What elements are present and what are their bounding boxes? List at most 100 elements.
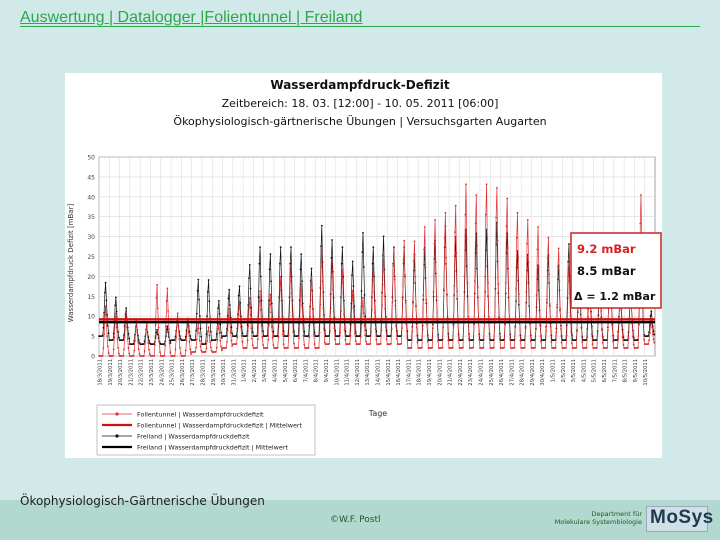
folientunnel-series-point bbox=[146, 333, 149, 336]
folientunnel-series-point bbox=[548, 273, 550, 276]
folientunnel-series-point bbox=[332, 310, 335, 313]
department-line-1: Department für bbox=[591, 510, 642, 518]
folientunnel-series-point bbox=[323, 341, 326, 344]
folientunnel-series-point bbox=[250, 327, 253, 330]
folientunnel-series-point bbox=[297, 346, 300, 349]
folientunnel-series-point bbox=[363, 324, 366, 327]
folientunnel-series-point bbox=[174, 348, 177, 351]
freiland-series-point bbox=[241, 332, 244, 335]
freiland-series-point bbox=[194, 339, 197, 341]
folientunnel-series-point bbox=[138, 353, 141, 355]
freiland-series-point bbox=[115, 296, 117, 299]
folientunnel-series-point bbox=[443, 237, 446, 239]
folientunnel-series-point bbox=[292, 331, 295, 334]
folientunnel-series-point bbox=[166, 287, 169, 290]
folientunnel-series-point bbox=[404, 274, 406, 276]
folientunnel-series-point bbox=[639, 222, 642, 225]
folientunnel-series-point bbox=[167, 309, 169, 312]
folientunnel-series-point bbox=[370, 331, 372, 333]
folientunnel-series-point bbox=[354, 340, 357, 342]
folientunnel-series-point bbox=[343, 313, 345, 316]
folientunnel-series-point bbox=[601, 342, 604, 344]
freiland-series-point bbox=[351, 274, 353, 277]
folientunnel-series-point bbox=[220, 349, 223, 352]
x-tick-label: 10/5/2011 bbox=[643, 359, 649, 386]
folientunnel-series-point bbox=[115, 326, 118, 329]
folientunnel-series-point bbox=[538, 298, 541, 301]
folientunnel-series-point bbox=[393, 247, 395, 249]
y-tick-label: 5 bbox=[91, 334, 95, 341]
freiland-series-point bbox=[117, 331, 119, 333]
folientunnel-series-point bbox=[226, 341, 228, 343]
folientunnel-series-point bbox=[106, 335, 108, 337]
folientunnel-series-point bbox=[185, 339, 188, 342]
folientunnel-series-point bbox=[571, 342, 573, 345]
folientunnel-series-point bbox=[217, 327, 220, 330]
freiland-series-point bbox=[112, 332, 115, 335]
freiland-series-point bbox=[259, 246, 261, 249]
folientunnel-series-point bbox=[426, 340, 429, 343]
folientunnel-series-point bbox=[206, 340, 209, 342]
folientunnel-series-point bbox=[144, 341, 147, 343]
folientunnel-series-point bbox=[364, 334, 367, 337]
folientunnel-series-point bbox=[261, 336, 264, 338]
folientunnel-series-point bbox=[159, 351, 161, 353]
folientunnel-series-point bbox=[116, 338, 119, 340]
folientunnel-series-point bbox=[528, 296, 531, 298]
annotation-line-2: 8.5 mBar bbox=[577, 264, 636, 278]
folientunnel-series-point bbox=[207, 326, 210, 328]
freiland-series-point bbox=[125, 307, 128, 309]
folientunnel-series-point bbox=[472, 346, 475, 349]
freiland-series-point bbox=[156, 328, 158, 331]
folientunnel-series-point bbox=[494, 277, 497, 279]
folientunnel-series-point bbox=[549, 325, 552, 328]
freiland-series-point bbox=[148, 339, 150, 342]
x-tick-label: 11/4/2011 bbox=[345, 359, 351, 386]
folientunnel-series-point bbox=[307, 346, 310, 349]
folientunnel-series-point bbox=[453, 285, 456, 287]
folientunnel-series-point bbox=[575, 346, 578, 349]
freiland-series-point bbox=[257, 296, 260, 299]
folientunnel-series-point bbox=[484, 213, 487, 216]
folientunnel-series-point bbox=[351, 299, 353, 302]
x-tick-label: 8/4/2011 bbox=[314, 359, 320, 382]
folientunnel-series-point bbox=[507, 247, 509, 249]
folientunnel-series-point bbox=[565, 334, 568, 337]
freiland-series-point bbox=[128, 337, 131, 340]
folientunnel-series-point bbox=[331, 261, 333, 264]
folientunnel-series-point bbox=[498, 338, 501, 341]
x-tick-label: 2/5/2011 bbox=[561, 359, 567, 382]
folientunnel-series-point bbox=[360, 323, 363, 325]
folientunnel-series-point bbox=[262, 344, 264, 346]
folientunnel-series-point bbox=[476, 286, 479, 288]
folientunnel-series-point bbox=[102, 347, 105, 350]
folientunnel-series-point bbox=[126, 326, 128, 329]
folientunnel-series-point bbox=[320, 247, 323, 250]
folientunnel-series-point bbox=[566, 311, 569, 314]
folientunnel-series-point bbox=[410, 346, 413, 349]
folientunnel-series-point bbox=[413, 240, 416, 243]
folientunnel-series-point bbox=[401, 298, 404, 300]
folientunnel-series-point bbox=[194, 351, 197, 353]
x-tick-label: 3/5/2011 bbox=[571, 359, 577, 382]
folientunnel-series-point bbox=[395, 324, 397, 327]
folientunnel-series-point bbox=[515, 288, 517, 290]
folientunnel-series-point bbox=[199, 345, 202, 348]
folientunnel-series-point bbox=[651, 333, 654, 335]
folientunnel-series-point bbox=[546, 257, 549, 260]
folientunnel-series-point bbox=[464, 213, 467, 216]
freiland-series-point bbox=[361, 251, 364, 254]
folientunnel-series-point bbox=[580, 326, 583, 329]
freiland-series-point bbox=[248, 264, 251, 266]
x-tick-label: 21/3/2011 bbox=[128, 359, 134, 386]
folientunnel-series-point bbox=[383, 283, 386, 286]
folientunnel-series-point bbox=[127, 346, 130, 349]
folientunnel-series-point bbox=[405, 323, 408, 326]
freiland-series-point bbox=[268, 299, 270, 302]
freiland-series-point bbox=[259, 275, 262, 278]
folientunnel-series-point bbox=[637, 346, 639, 349]
folientunnel-series-point bbox=[446, 293, 448, 295]
freiland-series-point bbox=[122, 339, 125, 341]
folientunnel-series-point bbox=[279, 276, 282, 278]
folientunnel-series-point bbox=[178, 338, 181, 340]
